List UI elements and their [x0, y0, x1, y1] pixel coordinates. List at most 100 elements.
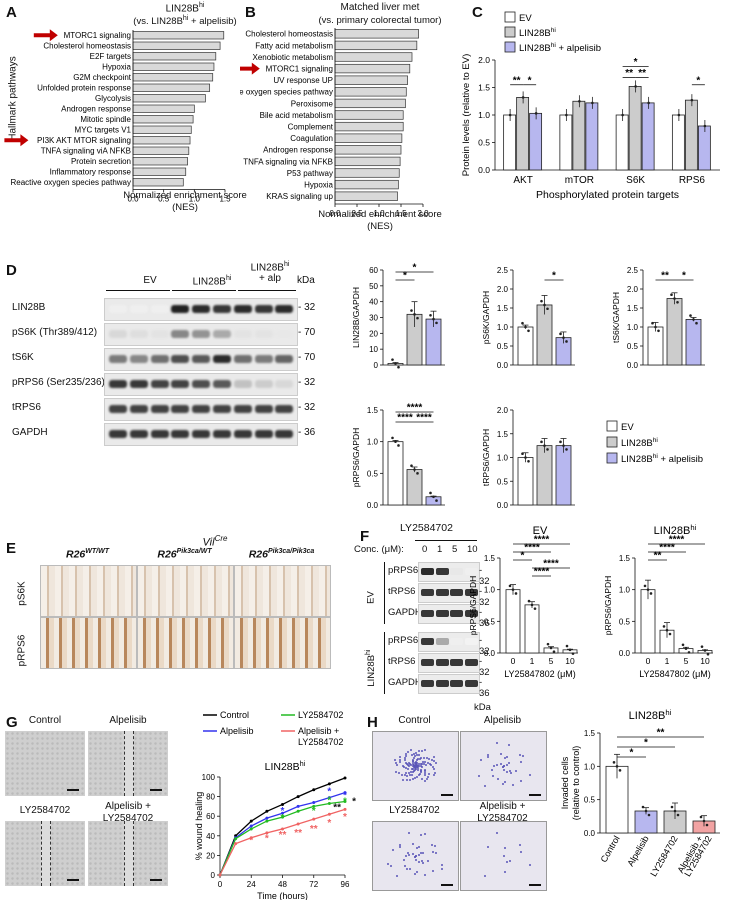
pathway-label: TNFA signaling via NFKB: [243, 157, 333, 166]
y-tick-label: 1.5: [484, 554, 496, 563]
pathway-label: TNFA signaling viA NFKB: [41, 146, 131, 155]
invaded-cell: [409, 778, 412, 781]
data-point: [540, 299, 543, 303]
invaded-cell: [504, 870, 507, 873]
sig-star: *: [528, 75, 532, 86]
x-tick-label: 1: [665, 656, 670, 666]
y-tick-label: 0.0: [497, 501, 509, 510]
panel-a-title: LIN28Bhi: [165, 2, 205, 15]
invaded-cell: [500, 753, 503, 756]
y-tick-label: 1.0: [627, 323, 639, 332]
invaded-cell: [395, 874, 398, 877]
x-tick-label: 10: [565, 656, 575, 666]
data-point: [646, 588, 650, 591]
pathway-label: Cholesterol homeostasis: [245, 30, 333, 39]
blot-row-label: pS6K (Thr389/412): [12, 327, 98, 338]
series-point: [265, 831, 269, 835]
blot-band: [233, 405, 252, 413]
data-point: [684, 647, 688, 650]
invaded-cell: [434, 761, 437, 764]
invaded-cell: [432, 768, 435, 771]
data-bar: [555, 445, 572, 506]
blot-strip: [418, 562, 480, 582]
data-point: [702, 819, 706, 823]
y-axis-label: % wound healing: [195, 792, 204, 861]
data-point: [540, 440, 543, 444]
blot-band: [213, 380, 231, 388]
wound-image: [88, 821, 168, 886]
data-point: [511, 588, 515, 591]
blot-kda-marker: - 36: [479, 677, 490, 699]
panel-e-header: VilCre: [202, 534, 228, 549]
blot-band: [450, 638, 463, 645]
invaded-cell: [415, 776, 418, 779]
blot-kda-header: kDa: [297, 275, 315, 286]
blot-band: [171, 330, 190, 338]
pathway-label: Peroxisome: [291, 99, 334, 108]
sig-star: **: [638, 68, 646, 79]
blot-band: [464, 568, 478, 575]
y-tick-label: 30: [369, 314, 378, 323]
x-axis-label: Time (hours): [257, 891, 308, 900]
nes-bar: [132, 62, 215, 71]
invaded-cell: [406, 767, 409, 770]
sig-star: ****: [669, 535, 685, 546]
data-bar: [671, 114, 685, 171]
nes-bar: [334, 179, 399, 190]
invasion-image-label: Alpelisib: [483, 715, 522, 726]
data-point: [615, 765, 619, 768]
data-point: [649, 592, 653, 595]
invaded-cell: [417, 758, 420, 761]
blot-band: [275, 305, 294, 313]
x-tick-label: 0.0: [127, 195, 139, 204]
panel-b-subtitle: (vs. primary colorectal tumor): [318, 15, 442, 26]
chart-title: LIN28Bhi: [654, 523, 697, 537]
sig-star: ****: [416, 413, 432, 424]
invaded-cell: [529, 774, 532, 777]
y-axis-label: Invaded cells: [560, 756, 570, 809]
sig-star: *: [343, 812, 347, 823]
blot-band: [192, 380, 211, 388]
data-bar: [516, 97, 530, 171]
data-point: [413, 468, 416, 471]
data-bar: [666, 298, 683, 366]
y-tick-label: 0.0: [619, 649, 631, 658]
data-point: [429, 313, 432, 317]
panel-d-charts-bottom: 0.0 0.5 1.0 1.5 pRPS6/GAPDH **** ******** 0.0 0.…: [351, 403, 703, 511]
pathway-label: Inflammatory response: [50, 167, 132, 176]
invasion-image-label: Control: [398, 715, 431, 726]
invaded-cell: [520, 760, 523, 763]
nes-bar: [334, 40, 418, 51]
data-point: [612, 761, 616, 764]
panel-a-xlabel: Normalized enrichment score: [123, 190, 247, 201]
x-tick-label: 1.0: [373, 209, 385, 218]
sig-star: *: [249, 836, 253, 847]
invaded-cell: [432, 850, 435, 853]
panel-b-xlabel2: (NES): [367, 221, 393, 232]
sig-star: **: [513, 75, 521, 86]
red-arrow-head: [251, 62, 260, 75]
data-point: [552, 650, 556, 654]
sig-star: **: [657, 728, 665, 739]
data-point: [565, 340, 568, 343]
data-point: [703, 649, 707, 652]
series-line: [219, 777, 346, 876]
y-tick-label: 20: [369, 329, 378, 338]
blot-kda-marker: - 32: [479, 565, 490, 587]
y-tick-label: 0.5: [584, 796, 596, 805]
chart-title: LIN28Bhi: [265, 759, 306, 773]
histology-image: [40, 617, 137, 669]
invaded-cell: [431, 766, 434, 769]
data-bar: [647, 326, 664, 366]
invaded-cell: [518, 843, 521, 846]
blot-strip: [418, 653, 480, 673]
invaded-cell: [404, 755, 407, 758]
x-tick-label: 5: [549, 656, 554, 666]
invaded-cell: [421, 861, 424, 864]
panel-label-a: A: [6, 4, 17, 21]
series-point: [281, 827, 284, 831]
invaded-cell: [434, 852, 437, 855]
invaded-cell: [433, 771, 436, 774]
blot-band: [192, 330, 211, 338]
data-point: [524, 456, 527, 459]
